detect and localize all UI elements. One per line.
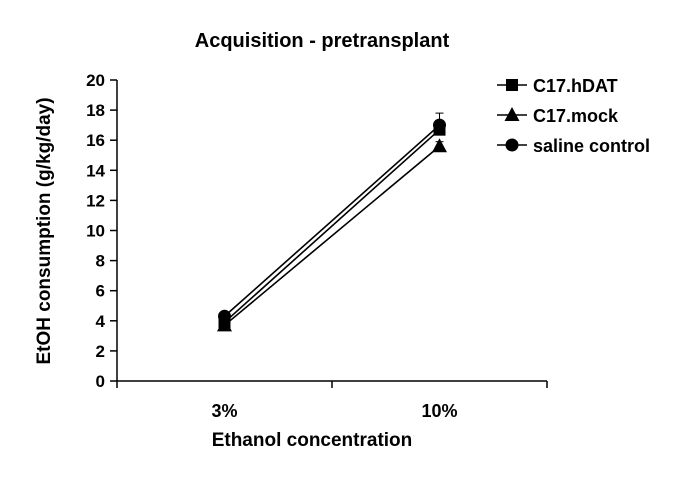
legend-marker-triangle — [504, 107, 520, 121]
y-tick-label: 14 — [86, 161, 105, 180]
legend-label: saline control — [533, 136, 650, 156]
y-tick-label: 8 — [96, 252, 105, 271]
data-point-triangle — [217, 317, 232, 332]
y-tick-label: 18 — [86, 101, 105, 120]
y-tick-label: 2 — [96, 342, 105, 361]
y-tick-label: 16 — [86, 131, 105, 150]
data-point-circle — [218, 309, 231, 323]
x-tick-label: 10% — [421, 401, 457, 421]
data-point-circle — [433, 118, 446, 132]
y-axis-label: EtOH consumption (g/kg/day) — [34, 97, 55, 364]
y-tick-label: 6 — [96, 282, 105, 301]
x-axis-label: Ethanol concentration — [212, 430, 413, 451]
series-line — [223, 124, 441, 317]
legend-label: C17.mock — [533, 106, 619, 126]
y-tick-label: 0 — [96, 372, 105, 391]
x-ticks: 3% 10% — [116, 381, 548, 421]
y-tick-label: 20 — [86, 71, 105, 90]
y-tick-label: 10 — [86, 222, 105, 241]
legend-marker-circle — [505, 138, 519, 152]
chart-title: Acquisition - pretransplant — [195, 30, 450, 52]
x-tick-label: 3% — [211, 401, 237, 421]
y-ticks: 0 2 4 6 8 10 12 14 16 18 20 — [86, 71, 117, 391]
data-point-triangle — [432, 138, 447, 153]
legend: C17.hDAT C17.mock saline control — [497, 76, 650, 156]
series-line — [223, 145, 441, 326]
legend-marker-square — [506, 79, 518, 91]
series-group — [217, 112, 447, 332]
series-line — [223, 129, 441, 323]
y-tick-label: 4 — [96, 312, 106, 331]
legend-label: C17.hDAT — [533, 76, 618, 96]
y-tick-label: 12 — [86, 191, 105, 210]
